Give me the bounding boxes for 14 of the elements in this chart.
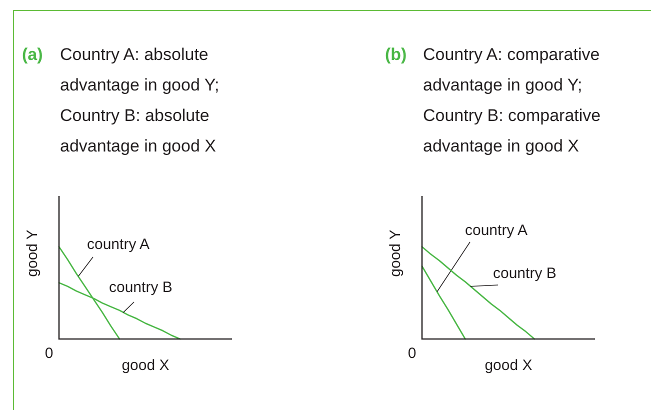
x-axis-title: good X — [484, 357, 532, 374]
y-axis-title: good Y — [387, 230, 404, 277]
x-axis-title: good X — [122, 357, 170, 374]
text: 0 — [408, 345, 416, 362]
series-label: country A — [87, 236, 150, 253]
chart-subtitle: (a) — [22, 45, 43, 64]
y-axis-title: good Y — [24, 230, 41, 277]
chart-title: Country A: comparative advantage in good Y; Country B: comparative advantage in good X — [423, 45, 601, 156]
text: country A — [465, 222, 528, 239]
series-label: country B — [109, 279, 172, 296]
series-label: country B — [493, 265, 556, 282]
text: 0 — [44, 345, 54, 362]
chart-title: Country A: absolute advantage in good Y; Country B: absolute advantage in good X — [60, 45, 220, 156]
chart-subtitle: (b) — [385, 45, 407, 64]
